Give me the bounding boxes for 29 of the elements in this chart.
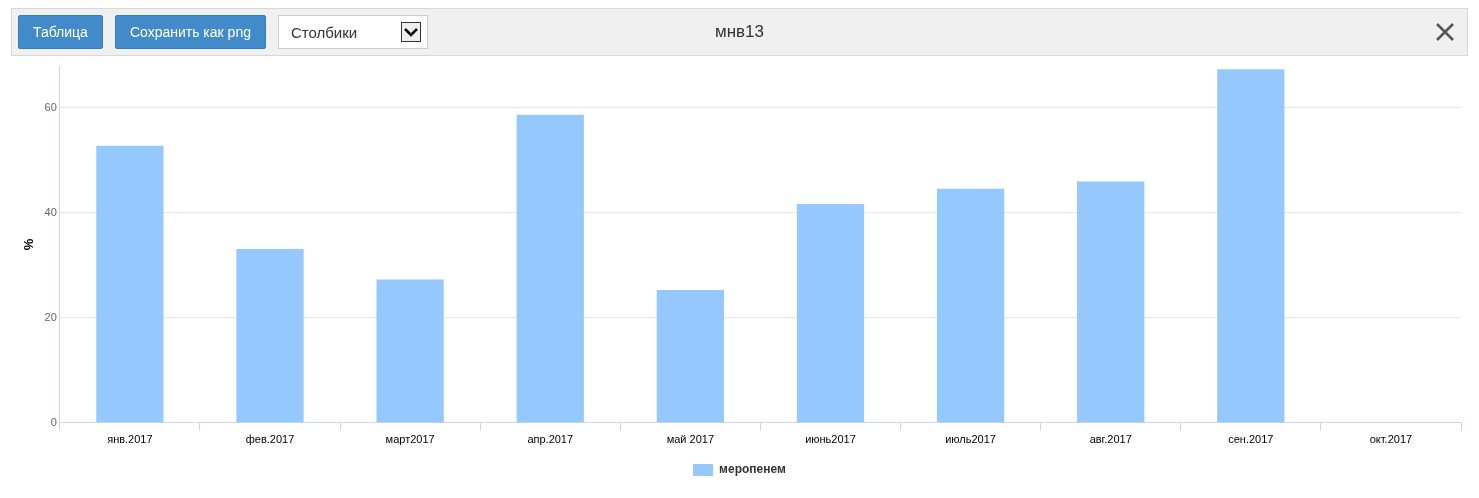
- bar: [796, 204, 865, 423]
- y-tick-label: 60: [44, 101, 57, 114]
- text: Таблица: [18, 15, 103, 49]
- x-tick-label: май 2017: [666, 433, 715, 446]
- legend-label: меропенем: [719, 462, 787, 477]
- bar: [1077, 181, 1145, 423]
- bar: [516, 114, 584, 423]
- bar: [656, 290, 724, 423]
- x-tick-label: апр.2017: [527, 433, 574, 446]
- x-tick-label: окт.2017: [1369, 433, 1413, 446]
- bar: [936, 188, 1005, 423]
- x-tick-label: сен.2017: [1228, 433, 1274, 446]
- x-tick-label: янв.2017: [107, 433, 153, 446]
- bar: [1217, 69, 1285, 423]
- y-tick-label: 0: [50, 415, 57, 428]
- bar: [376, 279, 444, 423]
- y-tick-label: 40: [44, 205, 57, 218]
- x-tick-label: март2017: [385, 433, 435, 446]
- x-tick-label: фев.2017: [245, 433, 295, 446]
- y-tick-label: 20: [44, 310, 57, 323]
- bar: [96, 145, 164, 423]
- x-tick-label: авг.2017: [1089, 433, 1132, 446]
- text: Столбики: [290, 23, 358, 41]
- x-tick-label: июнь2017: [805, 433, 856, 446]
- x-tick-label: июль2017: [945, 433, 996, 446]
- text: Сохранить как png: [114, 15, 266, 49]
- y-axis-title: %: [21, 238, 37, 251]
- chart-title: мнв13: [714, 22, 765, 41]
- bar: [236, 249, 304, 423]
